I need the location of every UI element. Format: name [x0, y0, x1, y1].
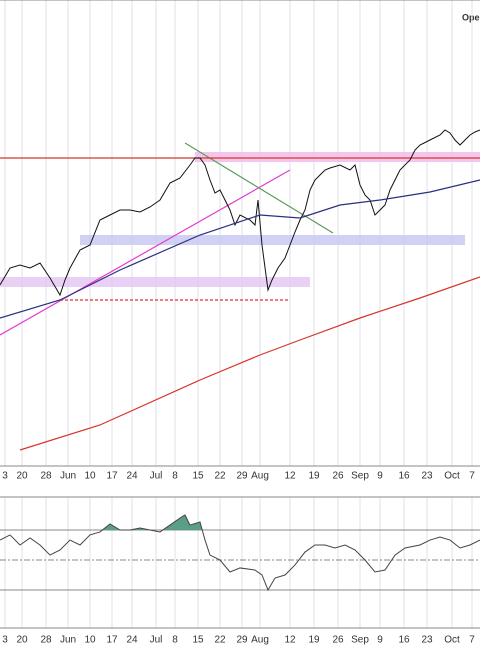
x-tick-label: 19: [308, 471, 320, 482]
x-tick-label: Jun: [60, 635, 76, 646]
x-tick-label: 8: [172, 471, 178, 482]
x-tick-label: Aug: [251, 471, 269, 482]
x-tick-label: 10: [84, 635, 96, 646]
x-tick-label: 29: [236, 635, 248, 646]
band: [195, 152, 480, 162]
x-tick-label: Jul: [150, 635, 163, 646]
rsi-line: [0, 514, 480, 592]
x-tick-label: Jun: [60, 471, 76, 482]
x-tick-label: 16: [398, 635, 410, 646]
price-line: [0, 179, 480, 319]
x-tick-label: 23: [421, 635, 433, 646]
x-tick-label: Aug: [251, 635, 269, 646]
x-tick-label: 29: [236, 471, 248, 482]
corner-text: Ope: [462, 12, 480, 22]
x-tick-label: 24: [126, 471, 138, 482]
x-tick-label: 20: [16, 635, 28, 646]
x-tick-label: 20: [16, 471, 28, 482]
x-tick-label: 8: [172, 635, 178, 646]
x-tick-label: 15: [192, 471, 204, 482]
x-tick-label: Sep: [351, 471, 369, 482]
x-tick-label: 9: [377, 635, 383, 646]
x-tick-label: 16: [398, 471, 410, 482]
price-line: [19, 276, 480, 451]
x-tick-label: 15: [192, 635, 204, 646]
x-tick-label: 23: [421, 471, 433, 482]
x-tick-label: Sep: [351, 635, 369, 646]
x-tick-label: 7: [469, 471, 475, 482]
x-tick-label: 12: [284, 471, 296, 482]
x-tick-label: 28: [40, 471, 52, 482]
x-tick-label: 17: [106, 471, 118, 482]
trend-line: [0, 169, 291, 336]
band: [80, 235, 465, 245]
x-tick-label: Oct: [444, 635, 460, 646]
x-tick-label: 10: [84, 471, 96, 482]
x-tick-label: 3: [2, 471, 8, 482]
x-tick-label: 22: [214, 471, 226, 482]
x-tick-label: 26: [332, 471, 344, 482]
x-tick-label: 19: [308, 635, 320, 646]
x-tick-label: 26: [332, 635, 344, 646]
x-tick-label: 7: [469, 635, 475, 646]
band: [0, 277, 310, 287]
x-tick-label: 3: [2, 635, 8, 646]
x-tick-label: 22: [214, 635, 226, 646]
x-tick-label: 12: [284, 635, 296, 646]
x-tick-label: 9: [377, 471, 383, 482]
x-tick-label: 28: [40, 635, 52, 646]
x-tick-label: Oct: [444, 471, 460, 482]
price-line: [0, 129, 480, 297]
x-tick-label: Jul: [150, 471, 163, 482]
x-tick-label: 24: [126, 635, 138, 646]
x-tick-label: 17: [106, 635, 118, 646]
